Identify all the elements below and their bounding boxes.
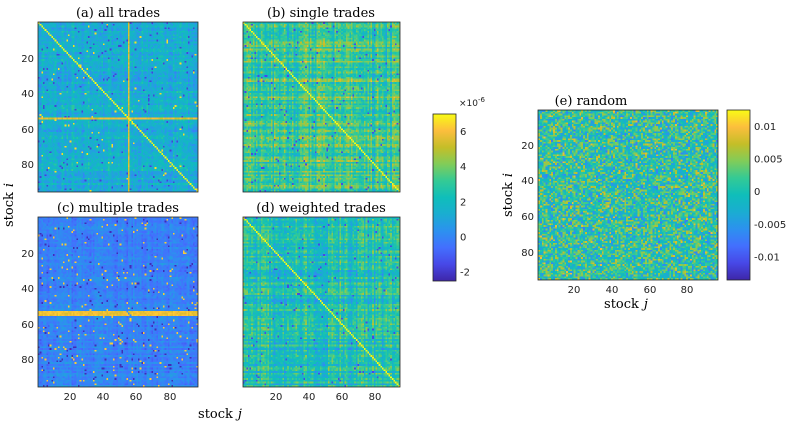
ytick-all-40: 40: [21, 89, 34, 100]
colorbar-right-frame: [726, 109, 751, 281]
xtick-random-60: 60: [644, 285, 657, 296]
heatmap-all-trades: [38, 22, 198, 192]
frame-all-trades: [37, 21, 199, 193]
colorbar-right-ticks: 0.01 0.005 0 -0.005 -0.01: [754, 122, 786, 264]
ytick-random-80: 80: [521, 248, 534, 259]
colorbar-left: [433, 114, 456, 281]
colorbar-tick-label: 0: [460, 233, 466, 244]
colorbar-tick-label: -0.005: [754, 220, 786, 231]
colorbar-left-multiplier: ×10-6: [459, 96, 486, 109]
colorbar-tick-label: 4: [460, 162, 466, 173]
colorbar-right: [727, 110, 750, 280]
xtick-weighted-80: 80: [369, 392, 382, 403]
colorbar-tick-label: -0.01: [754, 253, 780, 264]
xtick-multiple-60: 60: [130, 392, 143, 403]
colorbar-tick-label: 6: [460, 127, 466, 138]
title-multiple-trades: (c) multiple trades: [57, 201, 179, 216]
xlabel-random: stock j: [604, 297, 648, 312]
xtick-random-80: 80: [681, 285, 694, 296]
ylabel-shared-word: stock: [2, 192, 17, 227]
ylabel-shared: stock i: [2, 183, 17, 227]
xtick-random-40: 40: [606, 285, 619, 296]
ylabel-shared-var: i: [2, 183, 17, 187]
frame-random: [537, 109, 719, 281]
heatmap-weighted-trades: [243, 217, 400, 387]
ytick-multiple-40: 40: [21, 284, 34, 295]
multiplier-exp: -6: [478, 96, 486, 104]
xlabel-shared-var: j: [235, 407, 242, 422]
ytick-multiple-20: 20: [21, 249, 34, 260]
colorbar-left-frame: [432, 113, 457, 282]
xtick-multiple-80: 80: [164, 392, 177, 403]
ytick-all-60: 60: [21, 125, 34, 136]
xtick-random-20: 20: [568, 285, 581, 296]
title-all-trades: (a) all trades: [76, 6, 160, 21]
ytick-multiple-80: 80: [21, 355, 34, 366]
ytick-multiple-60: 60: [21, 320, 34, 331]
ylabel-random-var: i: [501, 173, 516, 177]
ytick-random-60: 60: [521, 212, 534, 223]
xtick-multiple-40: 40: [97, 392, 110, 403]
heatmap-random: [538, 110, 718, 280]
frame-single-trades: [242, 21, 401, 193]
title-random: (e) random: [555, 94, 628, 109]
colorbar-tick-label: -2: [460, 268, 470, 279]
xlabel-random-word: stock: [604, 297, 639, 312]
xlabel-shared-word: stock: [198, 407, 233, 422]
ylabel-random-word: stock: [501, 182, 516, 217]
heatmap-single-trades: [243, 22, 400, 192]
colorbar-left-ticks: 6 4 2 0 -2: [460, 127, 470, 279]
xtick-multiple-20: 20: [64, 392, 77, 403]
frame-multiple-trades: [37, 216, 199, 388]
ytick-all-20: 20: [21, 54, 34, 65]
colorbar-tick-label: 0: [754, 187, 760, 198]
ytick-random-20: 20: [521, 141, 534, 152]
xtick-weighted-60: 60: [336, 392, 349, 403]
ytick-all-80: 80: [21, 160, 34, 171]
title-single-trades: (b) single trades: [267, 6, 375, 21]
colorbar-tick-label: 2: [460, 197, 466, 208]
xlabel-random-var: j: [641, 297, 648, 312]
multiplier-base: ×10: [459, 99, 478, 109]
xtick-weighted-40: 40: [303, 392, 316, 403]
colorbar-tick-label: 0.01: [754, 122, 776, 133]
heatmap-multiple-trades: [38, 217, 198, 387]
ytick-random-40: 40: [521, 176, 534, 187]
frame-weighted-trades: [242, 216, 401, 388]
xtick-weighted-20: 20: [270, 392, 283, 403]
ylabel-random: stock i: [501, 173, 516, 217]
title-weighted-trades: (d) weighted trades: [256, 201, 386, 216]
xlabel-shared: stock j: [198, 407, 242, 422]
colorbar-tick-label: 0.005: [754, 155, 783, 166]
